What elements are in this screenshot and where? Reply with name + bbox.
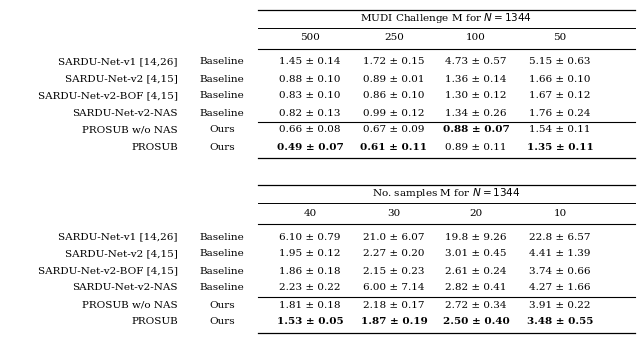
Text: 0.89 ± 0.11: 0.89 ± 0.11 xyxy=(445,143,507,151)
Text: SARDU-Net-v2 [4,15]: SARDU-Net-v2 [4,15] xyxy=(65,74,178,84)
Text: 2.82 ± 0.41: 2.82 ± 0.41 xyxy=(445,283,507,293)
Text: PROSUB: PROSUB xyxy=(131,143,178,151)
Text: Baseline: Baseline xyxy=(200,108,244,118)
Text: 22.8 ± 6.57: 22.8 ± 6.57 xyxy=(529,233,591,241)
Text: SARDU-Net-v1 [14,26]: SARDU-Net-v1 [14,26] xyxy=(58,233,178,241)
Text: 250: 250 xyxy=(384,34,404,42)
Text: 6.00 ± 7.14: 6.00 ± 7.14 xyxy=(364,283,425,293)
Text: 21.0 ± 6.07: 21.0 ± 6.07 xyxy=(364,233,425,241)
Text: MUDI Challenge M for $N = 1344$: MUDI Challenge M for $N = 1344$ xyxy=(360,11,532,25)
Text: 0.61 ± 0.11: 0.61 ± 0.11 xyxy=(360,143,428,151)
Text: 2.18 ± 0.17: 2.18 ± 0.17 xyxy=(364,300,425,310)
Text: 50: 50 xyxy=(554,34,566,42)
Text: Baseline: Baseline xyxy=(200,91,244,101)
Text: Ours: Ours xyxy=(209,317,235,327)
Text: Baseline: Baseline xyxy=(200,233,244,241)
Text: 0.88 ± 0.10: 0.88 ± 0.10 xyxy=(279,74,340,84)
Text: 3.48 ± 0.55: 3.48 ± 0.55 xyxy=(527,317,593,327)
Text: 4.73 ± 0.57: 4.73 ± 0.57 xyxy=(445,58,507,66)
Text: 1.86 ± 0.18: 1.86 ± 0.18 xyxy=(279,267,340,275)
Text: 2.61 ± 0.24: 2.61 ± 0.24 xyxy=(445,267,507,275)
Text: 2.27 ± 0.20: 2.27 ± 0.20 xyxy=(364,250,425,258)
Text: 1.87 ± 0.19: 1.87 ± 0.19 xyxy=(360,317,428,327)
Text: 30: 30 xyxy=(387,209,401,217)
Text: 1.53 ± 0.05: 1.53 ± 0.05 xyxy=(276,317,343,327)
Text: 1.54 ± 0.11: 1.54 ± 0.11 xyxy=(529,126,591,134)
Text: PROSUB: PROSUB xyxy=(131,317,178,327)
Text: 100: 100 xyxy=(466,34,486,42)
Text: Ours: Ours xyxy=(209,143,235,151)
Text: 1.76 ± 0.24: 1.76 ± 0.24 xyxy=(529,108,591,118)
Text: 3.01 ± 0.45: 3.01 ± 0.45 xyxy=(445,250,507,258)
Text: SARDU-Net-v2-NAS: SARDU-Net-v2-NAS xyxy=(72,108,178,118)
Text: 0.86 ± 0.10: 0.86 ± 0.10 xyxy=(364,91,425,101)
Text: Ours: Ours xyxy=(209,126,235,134)
Text: 1.34 ± 0.26: 1.34 ± 0.26 xyxy=(445,108,507,118)
Text: 20: 20 xyxy=(469,209,483,217)
Text: 40: 40 xyxy=(303,209,317,217)
Text: Baseline: Baseline xyxy=(200,283,244,293)
Text: 1.45 ± 0.14: 1.45 ± 0.14 xyxy=(279,58,340,66)
Text: SARDU-Net-v2-NAS: SARDU-Net-v2-NAS xyxy=(72,283,178,293)
Text: 4.41 ± 1.39: 4.41 ± 1.39 xyxy=(529,250,591,258)
Text: 0.89 ± 0.01: 0.89 ± 0.01 xyxy=(364,74,425,84)
Text: 2.15 ± 0.23: 2.15 ± 0.23 xyxy=(364,267,425,275)
Text: 3.74 ± 0.66: 3.74 ± 0.66 xyxy=(529,267,591,275)
Text: SARDU-Net-v2-BOF [4,15]: SARDU-Net-v2-BOF [4,15] xyxy=(38,267,178,275)
Text: 1.35 ± 0.11: 1.35 ± 0.11 xyxy=(527,143,593,151)
Text: 1.67 ± 0.12: 1.67 ± 0.12 xyxy=(529,91,591,101)
Text: Baseline: Baseline xyxy=(200,74,244,84)
Text: 2.72 ± 0.34: 2.72 ± 0.34 xyxy=(445,300,507,310)
Text: PROSUB w/o NAS: PROSUB w/o NAS xyxy=(83,300,178,310)
Text: 2.23 ± 0.22: 2.23 ± 0.22 xyxy=(279,283,340,293)
Text: Baseline: Baseline xyxy=(200,250,244,258)
Text: Ours: Ours xyxy=(209,300,235,310)
Text: 0.82 ± 0.13: 0.82 ± 0.13 xyxy=(279,108,340,118)
Text: 1.30 ± 0.12: 1.30 ± 0.12 xyxy=(445,91,507,101)
Text: 1.95 ± 0.12: 1.95 ± 0.12 xyxy=(279,250,340,258)
Text: 6.10 ± 0.79: 6.10 ± 0.79 xyxy=(279,233,340,241)
Text: Baseline: Baseline xyxy=(200,267,244,275)
Text: 4.27 ± 1.66: 4.27 ± 1.66 xyxy=(529,283,591,293)
Text: 0.67 ± 0.09: 0.67 ± 0.09 xyxy=(364,126,425,134)
Text: SARDU-Net-v2 [4,15]: SARDU-Net-v2 [4,15] xyxy=(65,250,178,258)
Text: 1.81 ± 0.18: 1.81 ± 0.18 xyxy=(279,300,340,310)
Text: PROSUB w/o NAS: PROSUB w/o NAS xyxy=(83,126,178,134)
Text: 1.66 ± 0.10: 1.66 ± 0.10 xyxy=(529,74,591,84)
Text: 19.8 ± 9.26: 19.8 ± 9.26 xyxy=(445,233,507,241)
Text: SARDU-Net-v2-BOF [4,15]: SARDU-Net-v2-BOF [4,15] xyxy=(38,91,178,101)
Text: 10: 10 xyxy=(554,209,566,217)
Text: 0.66 ± 0.08: 0.66 ± 0.08 xyxy=(279,126,340,134)
Text: 1.72 ± 0.15: 1.72 ± 0.15 xyxy=(364,58,425,66)
Text: 0.49 ± 0.07: 0.49 ± 0.07 xyxy=(276,143,344,151)
Text: 1.36 ± 0.14: 1.36 ± 0.14 xyxy=(445,74,507,84)
Text: 500: 500 xyxy=(300,34,320,42)
Text: 3.91 ± 0.22: 3.91 ± 0.22 xyxy=(529,300,591,310)
Text: 5.15 ± 0.63: 5.15 ± 0.63 xyxy=(529,58,591,66)
Text: 0.83 ± 0.10: 0.83 ± 0.10 xyxy=(279,91,340,101)
Text: 0.88 ± 0.07: 0.88 ± 0.07 xyxy=(443,126,509,134)
Text: SARDU-Net-v1 [14,26]: SARDU-Net-v1 [14,26] xyxy=(58,58,178,66)
Text: No. samples M for $N = 1344$: No. samples M for $N = 1344$ xyxy=(372,186,521,200)
Text: Baseline: Baseline xyxy=(200,58,244,66)
Text: 2.50 ± 0.40: 2.50 ± 0.40 xyxy=(443,317,509,327)
Text: 0.99 ± 0.12: 0.99 ± 0.12 xyxy=(364,108,425,118)
